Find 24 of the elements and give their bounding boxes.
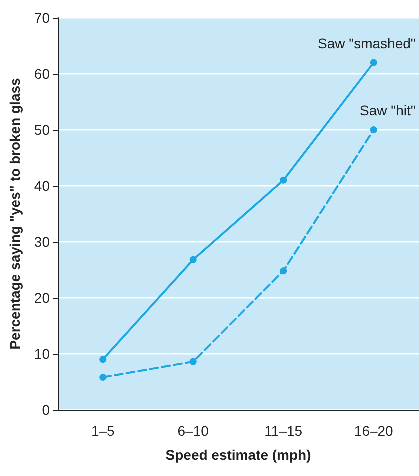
point [370, 59, 378, 66]
point [280, 176, 288, 184]
series-label: Saw "hit" [360, 102, 416, 118]
x-tick-label: 6–10 [178, 423, 210, 439]
point [280, 268, 288, 275]
y-tick-label: 50 [34, 122, 50, 138]
point [100, 374, 107, 382]
y-tick-label: 0 [42, 402, 50, 418]
point [190, 256, 197, 264]
y-tick-label: 70 [34, 10, 50, 26]
y-tick-label: 30 [34, 234, 50, 250]
y-tick-label: 20 [34, 290, 50, 306]
y-tick-label: 60 [34, 66, 50, 82]
y-tick-label: 40 [34, 178, 50, 194]
series-label: Saw "smashed" [318, 35, 416, 52]
point [370, 126, 378, 134]
y-tick-label: 10 [34, 346, 50, 362]
y-axis-title: Percentage saying "yes" to broken glass [7, 78, 23, 350]
x-tick-label: 1–5 [91, 423, 116, 439]
point [100, 356, 107, 364]
x-tick-label: 11–15 [264, 423, 303, 439]
x-axis-title: Speed estimate (mph) [166, 447, 312, 463]
x-tick-label: 16–20 [354, 423, 394, 439]
point [190, 358, 197, 366]
